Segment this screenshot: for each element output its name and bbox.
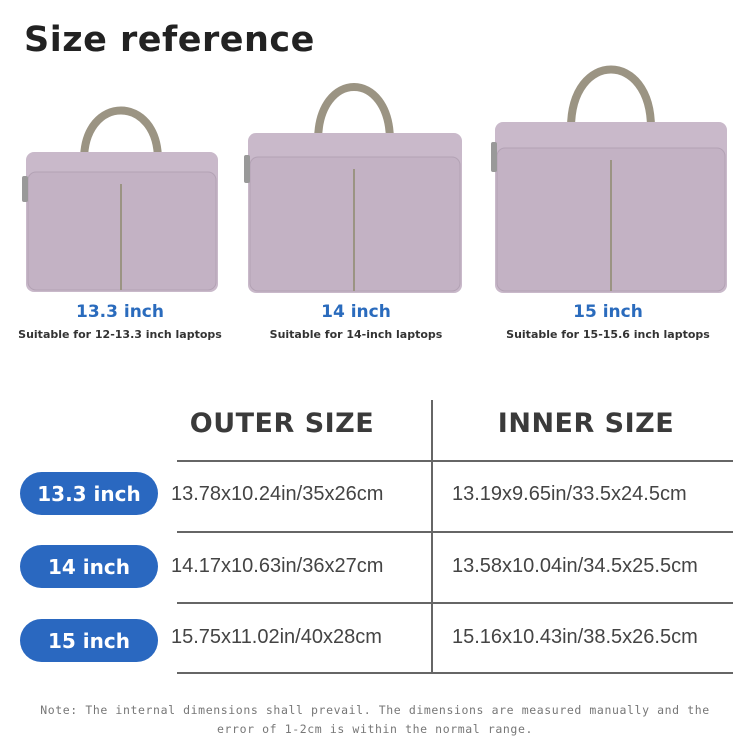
bag-size-label: 13.3 inch xyxy=(76,302,164,322)
bag-image-14-inch xyxy=(244,83,462,293)
inner-size-cell: 15.16x10.43in/38.5x26.5cm xyxy=(452,626,698,648)
bag-caption-14-inch: 14 inch Suitable for 14-inch laptops xyxy=(236,302,476,341)
note-text: Note: The internal dimensions shall prev… xyxy=(40,703,710,736)
header-inner-size: INNER SIZE xyxy=(497,408,675,439)
table-divider-vertical xyxy=(431,400,433,674)
bag-size-label: 14 inch xyxy=(321,302,391,322)
bag-caption-15-inch: 15 inch Suitable for 15-15.6 inch laptop… xyxy=(488,302,728,341)
bag-suitable-text: Suitable for 12-13.3 inch laptops xyxy=(18,328,222,341)
bag-image-13-inch xyxy=(22,106,218,292)
bag-caption-13-inch: 13.3 inch Suitable for 12-13.3 inch lapt… xyxy=(0,302,240,341)
table-divider xyxy=(177,672,733,674)
inner-size-cell: 13.58x10.04in/34.5x25.5cm xyxy=(452,555,698,577)
table-divider xyxy=(177,602,733,604)
bag-suitable-text: Suitable for 14-inch laptops xyxy=(269,328,443,341)
page-title: Size reference xyxy=(24,20,315,60)
inner-size-cell: 13.19x9.65in/33.5x24.5cm xyxy=(452,483,687,505)
outer-size-cell: 14.17x10.63in/36x27cm xyxy=(171,555,384,577)
table-divider xyxy=(177,460,733,462)
bag-size-label: 15 inch xyxy=(573,302,643,322)
row-label-14-inch: 14 inch xyxy=(20,545,158,588)
bag-image-15-inch xyxy=(491,65,727,293)
outer-size-cell: 15.75x11.02in/40x28cm xyxy=(171,626,382,648)
table-divider xyxy=(177,531,733,533)
outer-size-cell: 13.78x10.24in/35x26cm xyxy=(171,483,384,505)
row-label-13-inch: 13.3 inch xyxy=(20,472,158,515)
row-label-15-inch: 15 inch xyxy=(20,619,158,662)
header-outer-size: OUTER SIZE xyxy=(189,408,375,439)
bag-suitable-text: Suitable for 15-15.6 inch laptops xyxy=(506,328,710,341)
